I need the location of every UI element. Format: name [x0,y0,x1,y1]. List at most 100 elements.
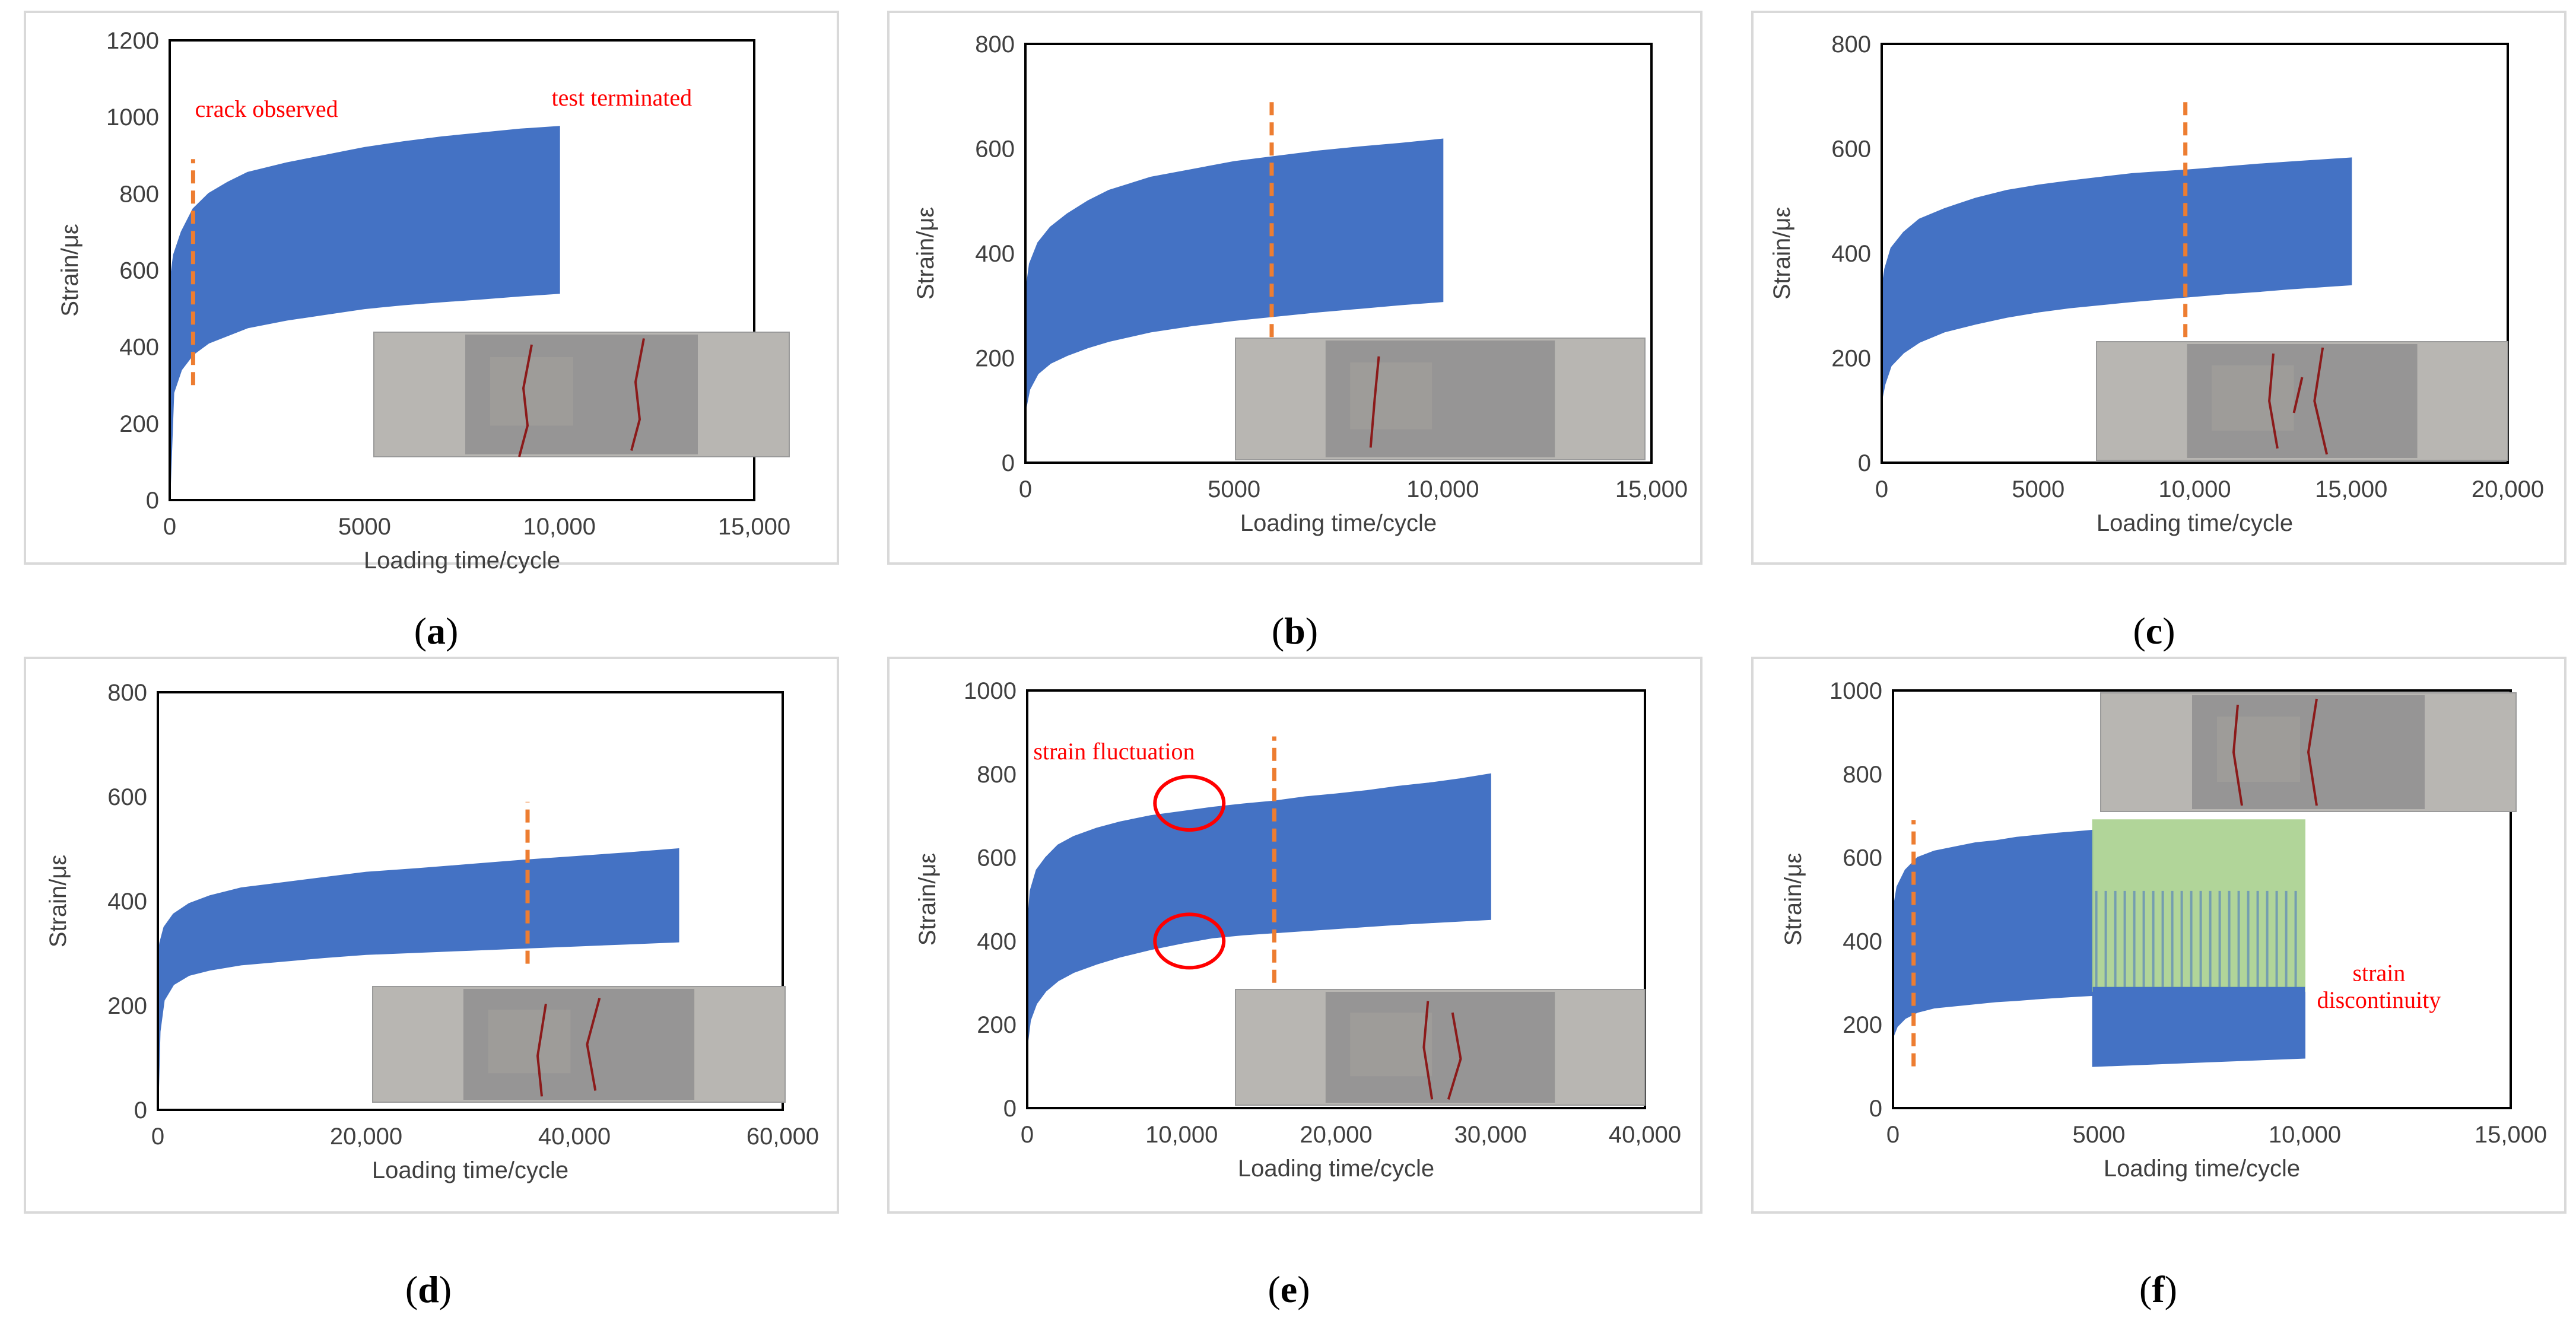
y-tick-label: 0 [1869,1096,1882,1122]
y-tick-label: 800 [1843,762,1882,788]
panel-caption: (e) [1268,1268,1310,1310]
series-envelope-1 [1027,773,1491,1046]
x-tick-label: 0 [151,1124,164,1150]
y-tick-label: 1000 [964,678,1017,704]
y-tick-label: 400 [1843,928,1882,954]
x-tick-label: 0 [1019,476,1032,502]
specimen-photo [2096,341,2508,461]
crack-line [586,997,601,1091]
y-tick-label: 200 [975,346,1015,372]
panel-caption: (d) [405,1268,452,1310]
annotation-text: test terminated [552,84,693,111]
y-tick-label: 600 [1843,845,1882,871]
x-tick-label: 15,000 [1615,476,1688,502]
y-tick-label: 400 [119,335,159,361]
y-axis-title: Strain/με [1780,853,1806,946]
plot-area [1881,43,2509,464]
y-tick-label: 1200 [106,28,159,54]
y-tick-label: 0 [146,488,159,514]
x-axis-title: Loading time/cycle [372,1157,568,1183]
plot-area [169,39,755,501]
x-tick-label: 60,000 [747,1124,819,1150]
x-tick-label: 0 [163,514,176,540]
x-tick-label: 10,000 [523,514,595,540]
y-tick-label: 1000 [1829,678,1882,704]
panel-caption: (a) [414,610,459,652]
panel-frame [887,657,1702,1214]
y-tick-label: 1000 [106,104,159,131]
y-tick-label: 200 [1843,1012,1882,1038]
annotation-text: discontinuity [2317,986,2441,1013]
x-tick-label: 10,000 [2158,476,2231,502]
plot-area [157,691,784,1111]
y-tick-label: 600 [107,784,147,810]
chart-panel-6: 0 200 400 600 800 1000 0 5000 10,000 15,000 Loadin… [1751,657,2567,1214]
x-tick-label: 40,000 [1609,1122,1681,1148]
crack-line [2232,704,2243,806]
x-tick-label: 20,000 [330,1124,402,1150]
y-tick-label: 200 [107,993,147,1019]
x-tick-label: 0 [1886,1122,1900,1148]
photo-texture [490,357,573,426]
x-tick-label: 0 [1875,476,1888,502]
specimen-photo [1235,989,1646,1106]
x-tick-label: 10,000 [1145,1122,1218,1148]
y-tick-label: 600 [977,845,1017,871]
x-tick-label: 5000 [2073,1122,2126,1148]
y-tick-label: 800 [119,181,159,207]
y-axis-title: Strain/με [914,853,941,946]
x-tick-label: 20,000 [1300,1122,1372,1148]
plot-area [1026,689,1646,1109]
y-tick-label: 600 [975,136,1015,163]
y-tick-label: 200 [119,411,159,437]
y-tick-label: 800 [975,31,1015,58]
y-tick-label: 800 [107,680,147,706]
annotation-text: strain fluctuation [1033,738,1195,765]
panel-caption: (b) [1272,610,1318,652]
x-axis-title: Loading time/cycle [1240,510,1437,536]
y-tick-label: 600 [1831,136,1871,163]
specimen-photo [1235,338,1646,460]
y-tick-label: 400 [1831,241,1871,267]
y-tick-label: 400 [977,928,1017,954]
x-tick-label: 5000 [2012,476,2064,502]
discontinuity-stripes [2095,890,2297,987]
chart-panel-1: 0 200 400 600 800 1000 1200 0 5000 10,000 15,000 Lo… [24,11,839,574]
y-tick-label: 200 [977,1012,1017,1038]
y-tick-label: 200 [1831,346,1871,372]
annotation-text: strain [2352,959,2405,986]
series-envelope-1 [169,126,560,501]
x-tick-label: 0 [1021,1122,1034,1148]
y-tick-label: 0 [1858,450,1871,476]
crack-line [536,1003,547,1097]
specimen-photo [2100,692,2517,812]
series-envelope-1 [1881,157,2352,400]
plot-area [1024,43,1653,464]
y-tick-label: 800 [977,762,1017,788]
y-tick-label: 400 [107,889,147,915]
photo-texture [2217,717,2300,782]
x-tick-label: 10,000 [2269,1122,2341,1148]
x-axis-title: Loading time/cycle [2104,1156,2300,1182]
x-tick-label: 40,000 [538,1124,611,1150]
chart-panel-4: 0 200 400 600 800 0 20,000 40,000 60,000 Loading … [24,657,839,1214]
y-tick-label: 600 [119,258,159,284]
highlight-circle [1153,912,1226,970]
y-tick-label: 400 [975,241,1015,267]
panel-caption: (f) [2139,1268,2177,1310]
photo-texture [2212,365,2294,431]
photo-texture [1350,362,1432,429]
x-tick-label: 15,000 [2315,476,2387,502]
y-axis-title: Strain/με [913,207,939,300]
x-tick-label: 10,000 [1406,476,1479,502]
x-tick-label: 5000 [338,514,391,540]
series-envelope-lower-band [2092,986,2305,1067]
specimen-photo [372,986,786,1103]
y-tick-label: 0 [1002,450,1015,476]
crack-line [2307,698,2318,806]
x-axis-title: Loading time/cycle [2097,510,2293,536]
x-tick-label: 20,000 [2472,476,2544,502]
annotation-text: crack observed [195,96,338,122]
panel-caption: (c) [2133,610,2175,652]
